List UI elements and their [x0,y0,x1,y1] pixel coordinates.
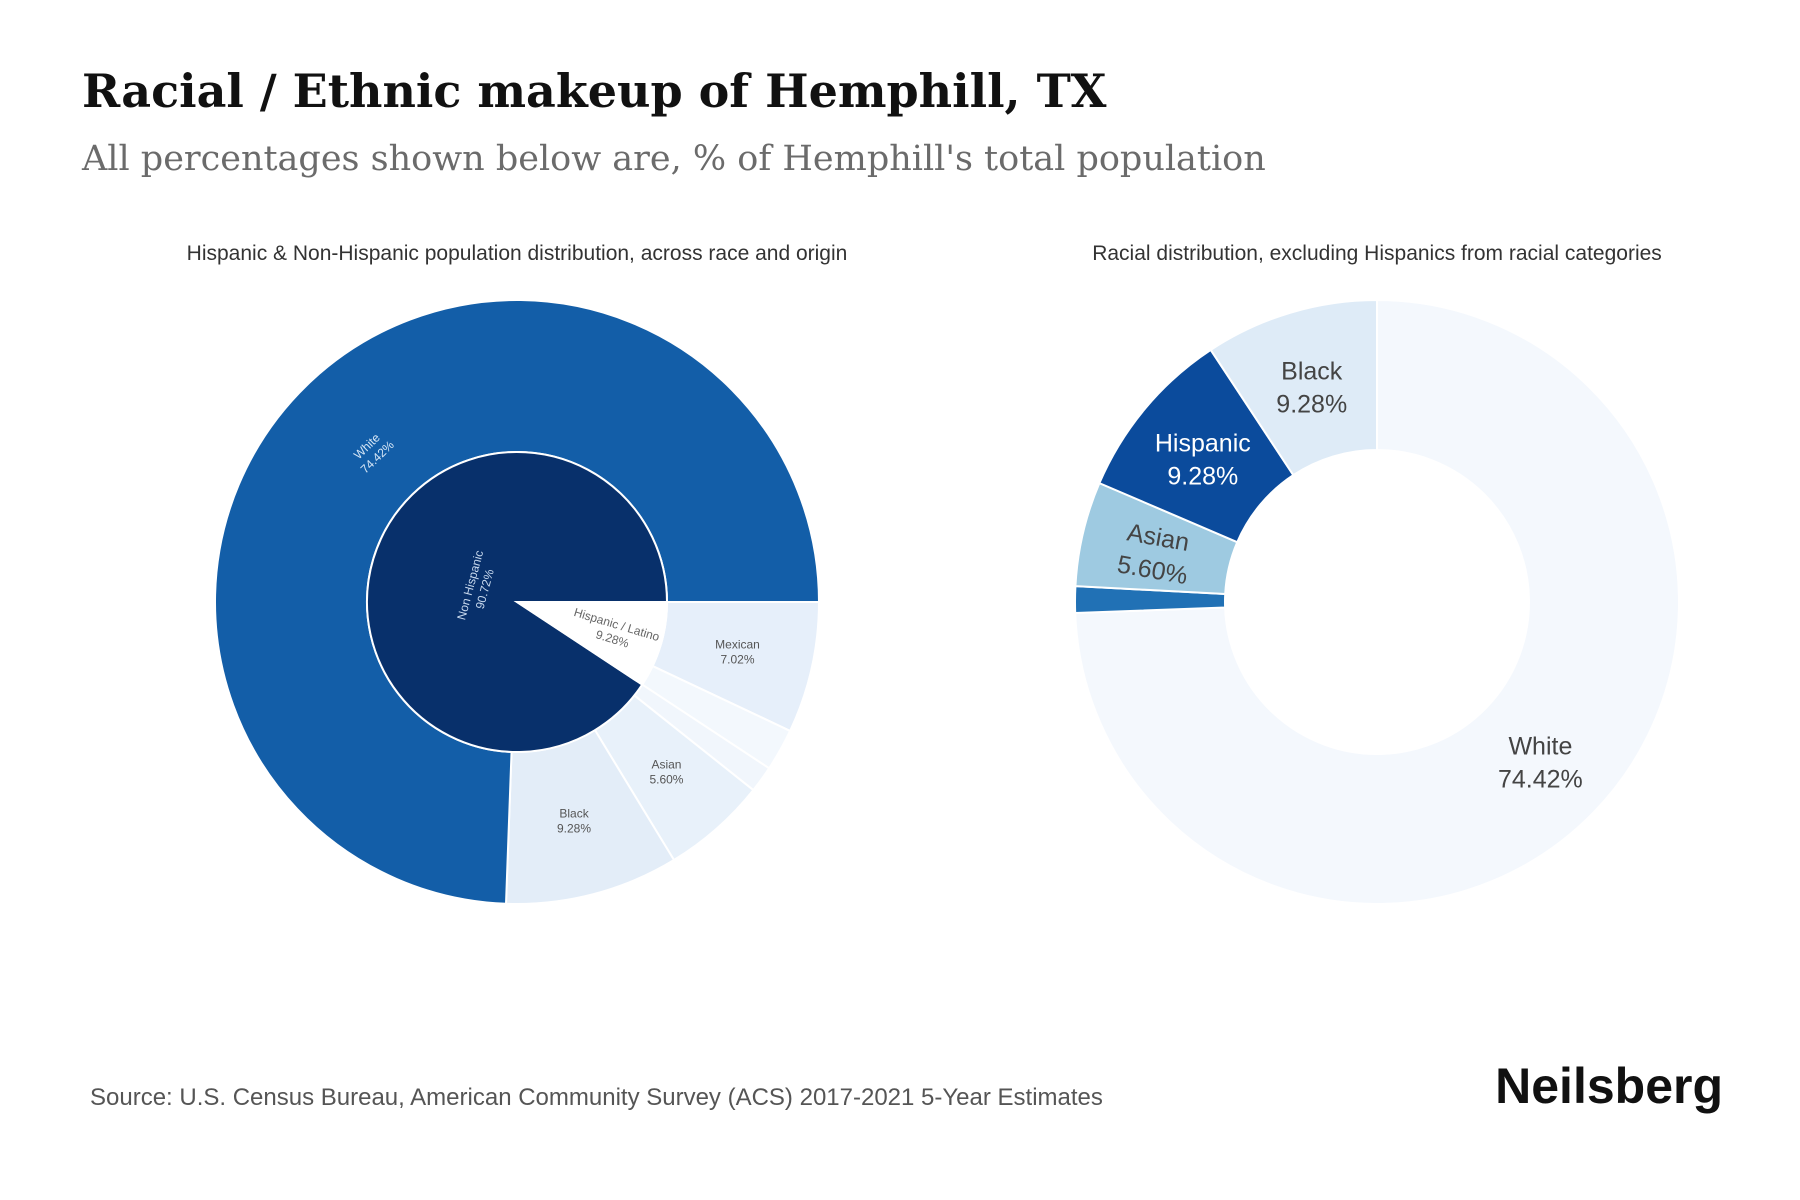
sunburst-chart-title: Hispanic & Non-Hispanic population distr… [187,242,848,265]
outer-label-black: Black [559,807,589,821]
page-subtitle: All percentages shown below are, % of He… [81,139,1266,179]
donut-value-white: 74.42% [1498,766,1583,794]
page-title: Racial / Ethnic makeup of Hemphill, TX [82,64,1107,118]
inner-slice-hispanic-latino [513,601,669,686]
donut-value-hispanic: 9.28% [1167,462,1238,490]
donut-chart-title: Racial distribution, excluding Hispanics… [1092,242,1662,265]
brand-wordmark: Neilsberg [1495,1058,1723,1114]
source-note: Source: U.S. Census Bureau, American Com… [90,1084,1103,1111]
outer-value-asian: 5.60% [649,773,683,787]
donut-chart: White74.42%Asian5.60%Hispanic9.28%Black9… [1074,298,1680,905]
donut-label-white: White [1508,733,1572,761]
donut-value-black: 9.28% [1276,391,1347,419]
donut-slice-white [1074,298,1680,905]
donut-label-hispanic: Hispanic [1155,429,1251,457]
outer-value-mexican: 7.02% [721,652,755,666]
outer-label-asian: Asian [651,758,681,772]
neilsberg-logo: Neilsberg [1495,1058,1723,1114]
donut-slice-black [1209,298,1378,477]
donut-label-black: Black [1281,358,1343,386]
outer-label-mexican: Mexican [715,637,760,651]
outer-value-black: 9.28% [557,822,591,836]
sunburst-chart: Mexican7.02%Asian5.60%Black9.28%White74.… [214,299,821,905]
